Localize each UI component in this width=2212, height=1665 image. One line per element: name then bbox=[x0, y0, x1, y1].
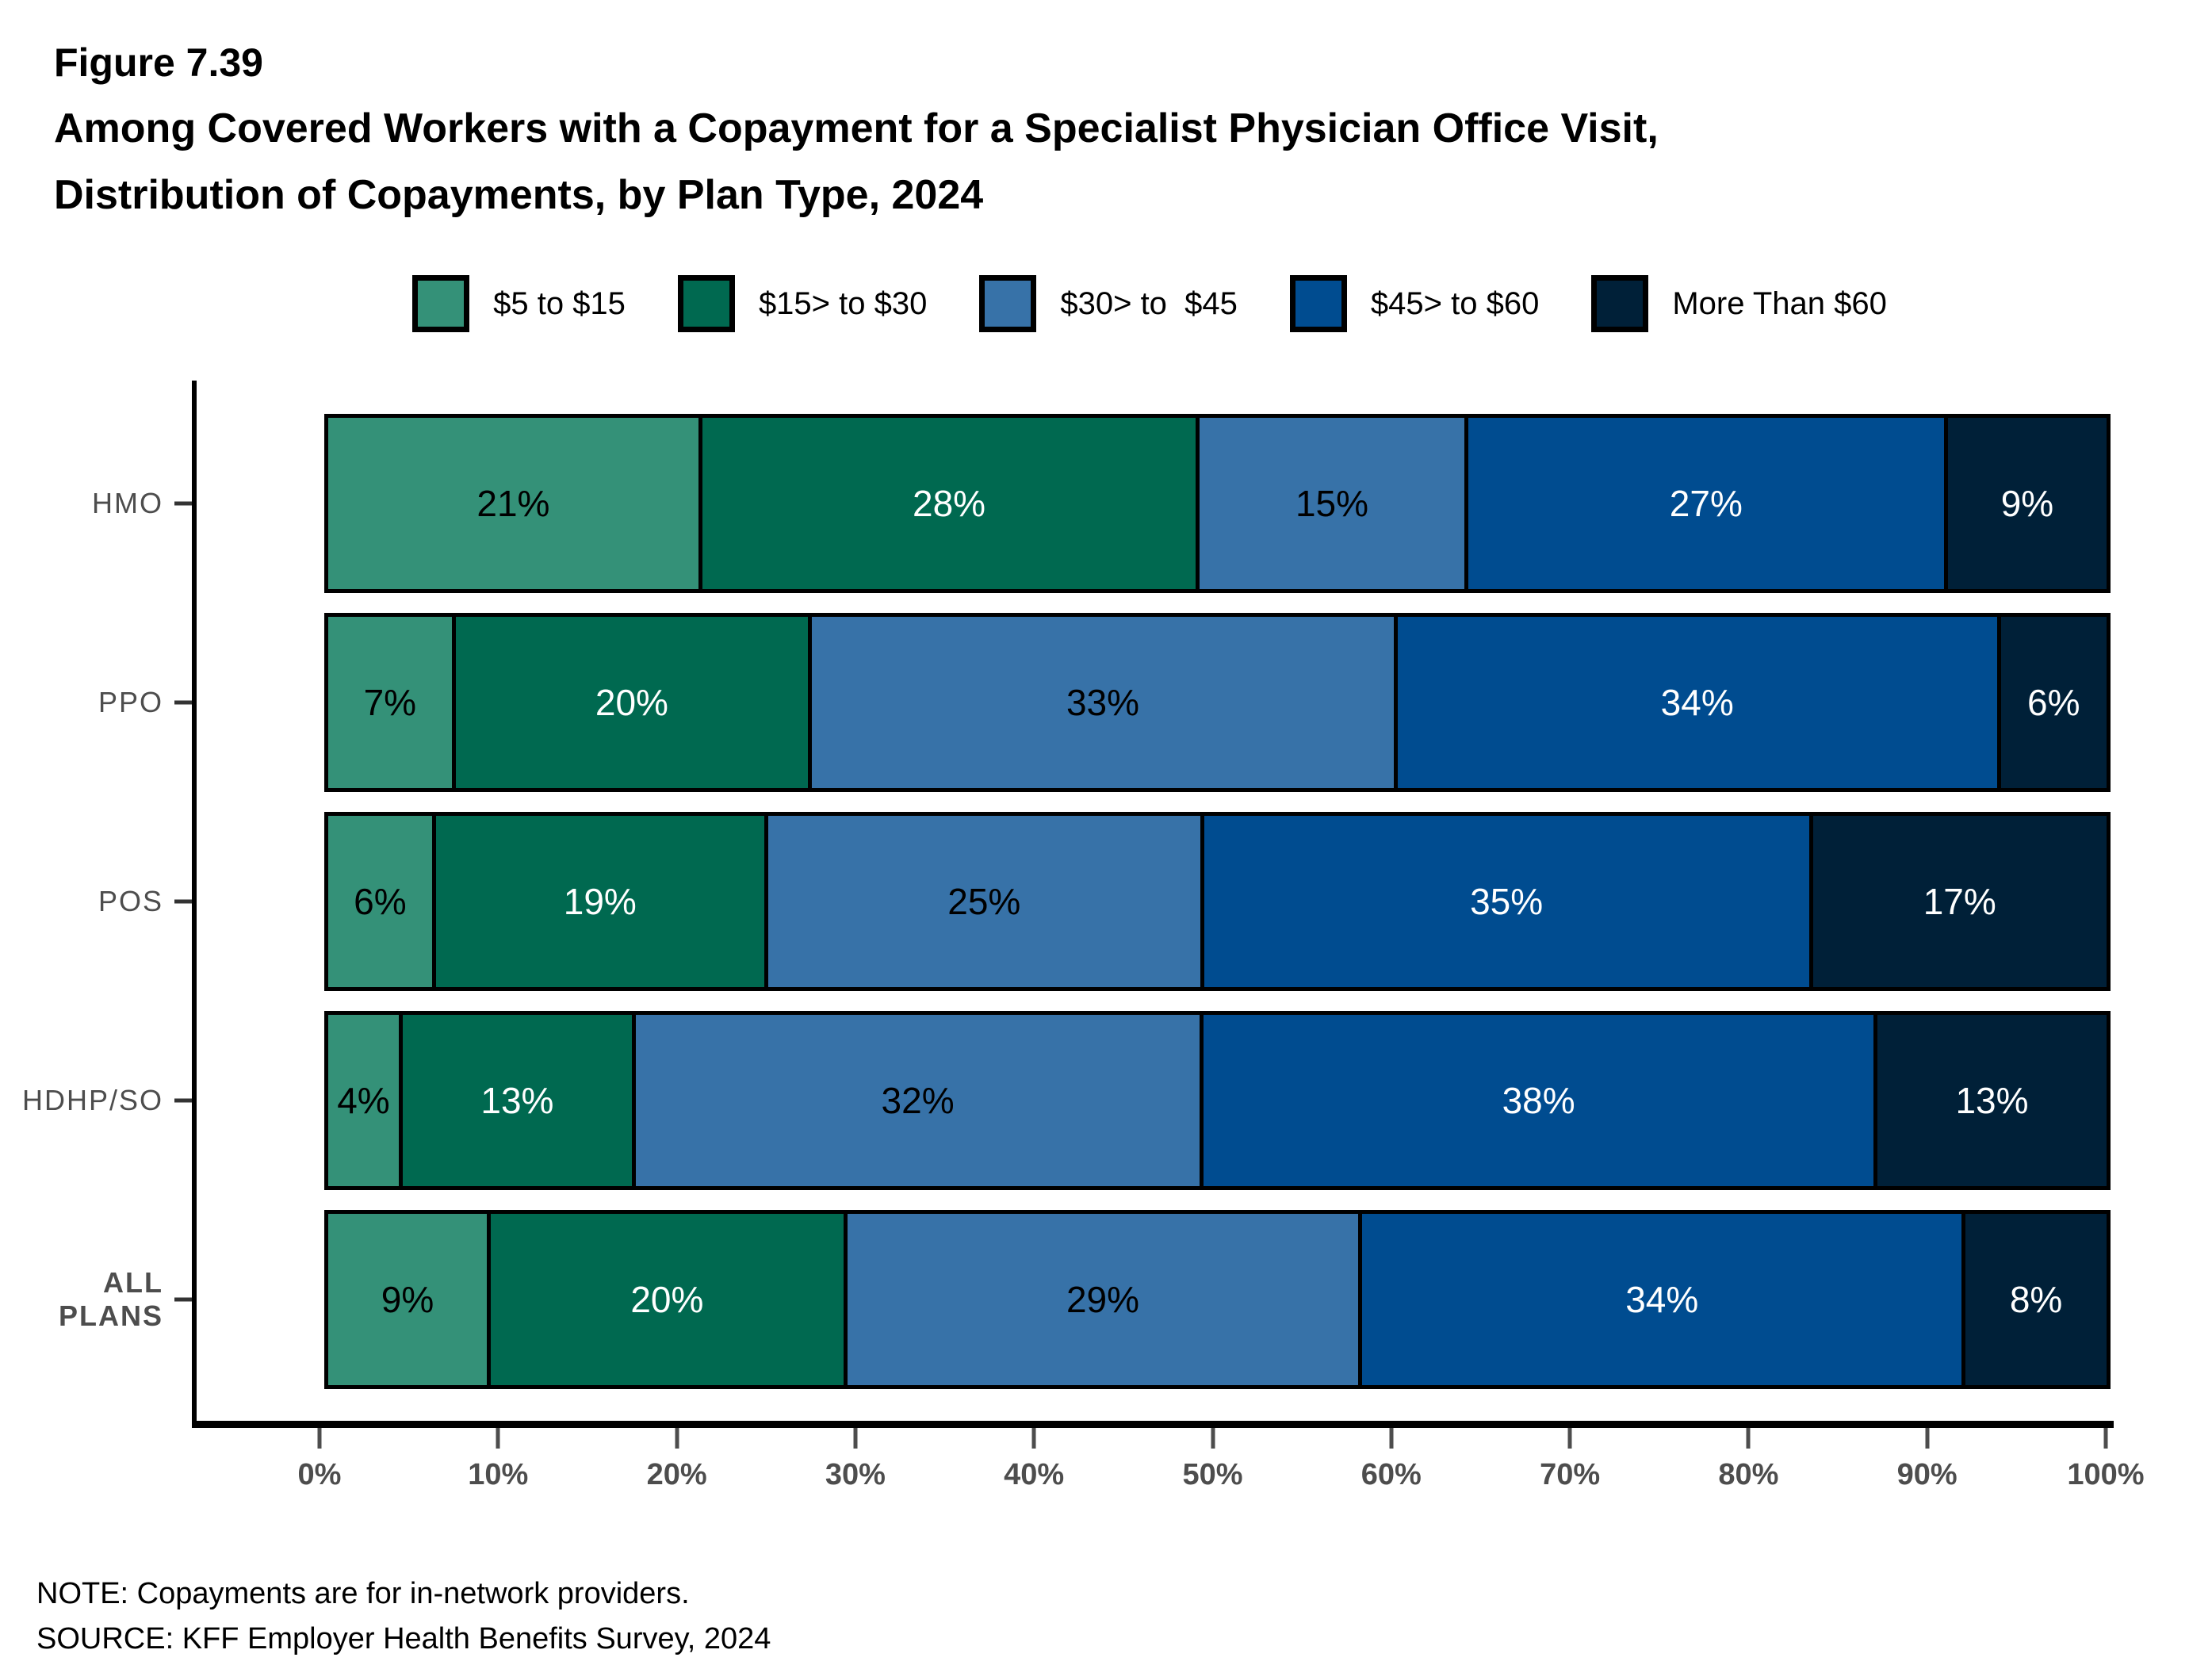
legend-swatch bbox=[677, 275, 735, 332]
legend-label: $45> to $60 bbox=[1370, 285, 1540, 321]
y-tick-mark bbox=[174, 501, 192, 506]
category-label: HMO bbox=[92, 487, 163, 519]
legend-swatch bbox=[412, 275, 470, 332]
bar-row: 4% 13% 32% 38% 13% bbox=[324, 1011, 2111, 1190]
bar-segment: 9% bbox=[1943, 414, 2111, 593]
x-tick-mark bbox=[1031, 1428, 1036, 1449]
bar-segment: 7% bbox=[324, 613, 456, 792]
x-tick-mark bbox=[1746, 1428, 1751, 1449]
legend-label: $30> to $45 bbox=[1060, 285, 1238, 321]
x-tick-label: 10% bbox=[468, 1458, 529, 1491]
x-tick-mark bbox=[1389, 1428, 1394, 1449]
x-tick-label: 30% bbox=[825, 1458, 886, 1491]
figure-title-line1: Among Covered Workers with a Copayment f… bbox=[54, 105, 1659, 151]
bar-segment: 35% bbox=[1200, 812, 1813, 991]
legend-swatch bbox=[1289, 275, 1347, 332]
bar-segment: 13% bbox=[1873, 1011, 2111, 1190]
x-tick-mark bbox=[675, 1428, 679, 1449]
x-tick-label: 60% bbox=[1360, 1458, 1422, 1491]
x-tick-mark bbox=[1211, 1428, 1215, 1449]
bar-segment: 34% bbox=[1393, 613, 2001, 792]
y-axis-labels: HMO PPO POS HDHP/SO ALL PLANS bbox=[0, 381, 163, 1421]
legend-item: $45> to $60 bbox=[1289, 275, 1540, 332]
bar-segment: 8% bbox=[1961, 1210, 2111, 1389]
bar-segment: 4% bbox=[324, 1011, 403, 1190]
x-axis: 0% 10% 20% 30% 40% 50% 60% 70% 80% 90% 100% bbox=[298, 1428, 2145, 1523]
x-tick-mark bbox=[853, 1428, 858, 1449]
x-tick-label: 0% bbox=[297, 1458, 342, 1491]
category-label: POS bbox=[98, 885, 163, 917]
x-tick-label: 80% bbox=[1718, 1458, 1779, 1491]
bar-segment: 17% bbox=[1808, 812, 2111, 991]
bar-row: 7% 20% 33% 34% 6% bbox=[324, 613, 2111, 792]
source-text: SOURCE: KFF Employer Health Benefits Sur… bbox=[36, 1622, 771, 1655]
y-tick-mark bbox=[174, 899, 192, 904]
category-label: PPO bbox=[98, 686, 163, 718]
x-tick-mark bbox=[2103, 1428, 2108, 1449]
bar-row: 21% 28% 15% 27% 9% bbox=[324, 414, 2111, 593]
plot-area: 21% 28% 15% 27% 9% 7% 20% 33% 34% 6% 6% 19% 25% 35% 17… bbox=[192, 381, 2114, 1428]
legend-label: $15> to $30 bbox=[758, 285, 928, 321]
legend-swatch bbox=[979, 275, 1037, 332]
x-tick-mark bbox=[1925, 1428, 1930, 1449]
bar-row: 9% 20% 29% 34% 8% bbox=[324, 1210, 2111, 1389]
x-tick-label: 50% bbox=[1182, 1458, 1243, 1491]
legend: $5 to $15 $15> to $30 $30> to $45 $45> to $… bbox=[190, 268, 2109, 339]
bar-segment: 32% bbox=[631, 1011, 1204, 1190]
bar-segment: 9% bbox=[324, 1210, 492, 1389]
x-tick-mark bbox=[496, 1428, 500, 1449]
legend-item: $30> to $45 bbox=[979, 275, 1238, 332]
legend-swatch bbox=[1591, 275, 1649, 332]
bar-segment: 28% bbox=[698, 414, 1200, 593]
note-text: NOTE: Copayments are for in-network prov… bbox=[36, 1577, 690, 1610]
bar-segment: 6% bbox=[1996, 613, 2111, 792]
legend-item: More Than $60 bbox=[1591, 275, 1887, 332]
bar-segment: 38% bbox=[1200, 1011, 1877, 1190]
bar-segment: 19% bbox=[431, 812, 768, 991]
bar-segment: 20% bbox=[451, 613, 813, 792]
x-tick-label: 90% bbox=[1896, 1458, 1958, 1491]
legend-item: $5 to $15 bbox=[412, 275, 626, 332]
bar-segment: 13% bbox=[398, 1011, 636, 1190]
x-tick-label: 40% bbox=[1004, 1458, 1065, 1491]
x-tick-label: 100% bbox=[2067, 1458, 2145, 1491]
x-tick-label: 70% bbox=[1540, 1458, 1601, 1491]
x-tick-mark bbox=[317, 1428, 322, 1449]
bar-segment: 25% bbox=[763, 812, 1204, 991]
bar-segment: 34% bbox=[1358, 1210, 1966, 1389]
bar-segment: 21% bbox=[324, 414, 702, 593]
category-label: HDHP/SO bbox=[21, 1084, 163, 1116]
y-tick-mark bbox=[174, 700, 192, 705]
bar-segment: 33% bbox=[808, 613, 1398, 792]
category-label: ALL PLANS bbox=[58, 1266, 163, 1332]
figure-title-line2: Distribution of Copayments, by Plan Type… bbox=[54, 172, 984, 219]
x-tick-mark bbox=[1567, 1428, 1572, 1449]
footnotes: NOTE: Copayments are for in-network prov… bbox=[36, 1571, 771, 1662]
legend-label: $5 to $15 bbox=[493, 285, 626, 321]
x-tick-label: 20% bbox=[646, 1458, 707, 1491]
bar-segment: 29% bbox=[843, 1210, 1363, 1389]
figure-number: Figure 7.39 bbox=[54, 40, 263, 85]
legend-label: More Than $60 bbox=[1672, 285, 1887, 321]
title-block: Figure 7.39 Among Covered Workers with a… bbox=[54, 43, 1659, 228]
bar-segment: 27% bbox=[1464, 414, 1948, 593]
bar-row: 6% 19% 25% 35% 17% bbox=[324, 812, 2111, 991]
y-tick-mark bbox=[174, 1297, 192, 1302]
stacked-bars: 21% 28% 15% 27% 9% 7% 20% 33% 34% 6% 6% 19% 25% 35% 17… bbox=[324, 381, 2111, 1421]
bar-segment: 20% bbox=[487, 1210, 848, 1389]
y-axis-ticks bbox=[174, 381, 192, 1421]
y-tick-mark bbox=[174, 1098, 192, 1103]
legend-item: $15> to $30 bbox=[677, 275, 928, 332]
bar-segment: 15% bbox=[1196, 414, 1468, 593]
bar-segment: 6% bbox=[324, 812, 436, 991]
